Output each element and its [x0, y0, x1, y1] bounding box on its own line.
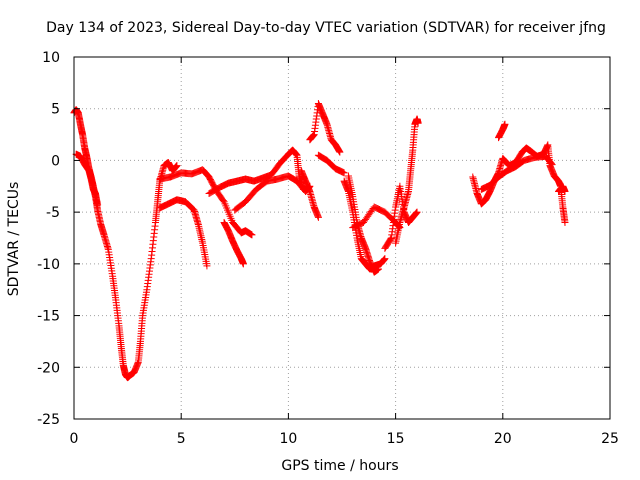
data-point — [314, 213, 322, 221]
y-tick-label: -25 — [37, 412, 60, 428]
data-point — [219, 197, 227, 205]
y-tick-label: 10 — [42, 50, 60, 66]
data-point — [203, 262, 211, 270]
x-tick-label: 5 — [177, 431, 186, 447]
x-tick-label: 15 — [387, 431, 405, 447]
data-point — [381, 255, 389, 263]
y-tick-label: -20 — [37, 360, 60, 376]
series-arc-9 — [297, 167, 322, 221]
data-point — [413, 208, 421, 216]
series-arc-17 — [477, 152, 556, 193]
series-arc-5 — [220, 218, 247, 268]
x-tick-label: 20 — [494, 431, 512, 447]
y-tick-label: 5 — [51, 102, 60, 118]
data-point — [374, 265, 382, 273]
series-arc-7 — [231, 172, 314, 214]
x-axis-label: GPS time / hours — [281, 458, 398, 474]
data-point — [501, 120, 509, 128]
data-point — [414, 119, 422, 127]
grid-lines — [74, 57, 610, 419]
y-tick-label: 0 — [51, 153, 60, 169]
y-tick-label: -15 — [37, 309, 60, 325]
data-point — [94, 201, 102, 209]
y-axis-label: SDTVAR / TECUs — [6, 182, 22, 297]
x-tick-label: 10 — [279, 431, 297, 447]
y-tick-label: -5 — [46, 205, 60, 221]
series-arc-11 — [340, 177, 389, 273]
series-arc-18 — [495, 120, 509, 142]
data-point — [239, 260, 247, 268]
data-point — [547, 159, 555, 167]
series-arc-3 — [156, 196, 211, 270]
series-arc-16 — [469, 141, 569, 226]
series-arc-8 — [306, 100, 344, 156]
data-point — [561, 218, 569, 226]
y-tick-label: -10 — [37, 257, 60, 273]
series-arc-19 — [555, 182, 569, 195]
data-point — [173, 162, 181, 170]
series-main-arc — [70, 106, 181, 382]
x-tick-label: 0 — [70, 431, 79, 447]
series-arc-10 — [314, 151, 348, 177]
data-point — [336, 148, 344, 156]
data-point — [248, 231, 256, 239]
series-arc-2 — [72, 150, 102, 209]
data-point — [561, 187, 569, 195]
x-tick-label: 25 — [601, 431, 619, 447]
data-point — [547, 160, 555, 168]
axis-ticks: -25 -20 -15 -10 -5 0 5 10 0 5 10 15 20 25 — [37, 50, 619, 447]
series-arc-15 — [392, 115, 422, 247]
data-series — [70, 100, 569, 382]
plot-frame — [73, 56, 611, 420]
data-point — [548, 161, 556, 169]
data-point — [340, 169, 348, 177]
chart-title: Day 134 of 2023, Sidereal Day-to-day VTE… — [46, 20, 606, 36]
